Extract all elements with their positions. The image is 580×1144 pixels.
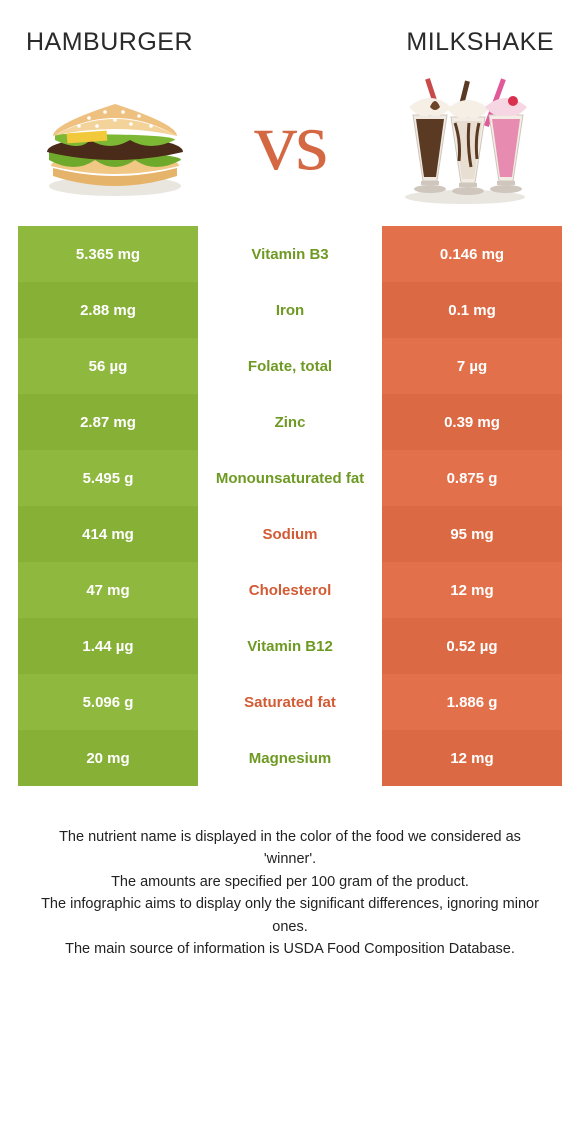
left-value: 2.88 mg [18, 282, 198, 338]
explanation-line-1: The nutrient name is displayed in the co… [38, 826, 542, 871]
titles-row: Hamburger Milkshake [18, 28, 562, 69]
left-value: 5.096 g [18, 674, 198, 730]
right-value: 0.52 µg [382, 618, 562, 674]
left-value: 414 mg [18, 506, 198, 562]
right-value: 95 mg [382, 506, 562, 562]
title-right: Milkshake [406, 28, 554, 57]
nutrient-name: Monounsaturated fat [198, 450, 382, 506]
images-row: vs [18, 69, 562, 226]
nutrient-name: Sodium [198, 506, 382, 562]
nutrient-name: Iron [198, 282, 382, 338]
right-value: 1.886 g [382, 674, 562, 730]
left-value: 2.87 mg [18, 394, 198, 450]
table-row: 47 mgCholesterol12 mg [18, 562, 562, 618]
vs-s: s [295, 95, 326, 188]
right-value: 0.1 mg [382, 282, 562, 338]
nutrient-name: Vitamin B12 [198, 618, 382, 674]
left-value: 56 µg [18, 338, 198, 394]
right-value: 0.875 g [382, 450, 562, 506]
right-value: 12 mg [382, 562, 562, 618]
table-row: 20 mgMagnesium12 mg [18, 730, 562, 786]
hamburger-image [30, 79, 200, 204]
milkshake-image [380, 79, 550, 204]
table-row: 414 mgSodium95 mg [18, 506, 562, 562]
explanation-line-2: The amounts are specified per 100 gram o… [38, 871, 542, 893]
milkshake-icon [385, 77, 545, 207]
nutrient-name: Cholesterol [198, 562, 382, 618]
left-value: 5.495 g [18, 450, 198, 506]
nutrient-name: Vitamin B3 [198, 226, 382, 282]
nutrient-name: Zinc [198, 394, 382, 450]
table-row: 5.495 gMonounsaturated fat0.875 g [18, 450, 562, 506]
title-left: Hamburger [26, 28, 193, 57]
explanation-block: The nutrient name is displayed in the co… [18, 786, 562, 961]
nutrient-name: Magnesium [198, 730, 382, 786]
table-row: 5.365 mgVitamin B30.146 mg [18, 226, 562, 282]
nutrient-table: 5.365 mgVitamin B30.146 mg2.88 mgIron0.1… [18, 226, 562, 786]
table-row: 5.096 gSaturated fat1.886 g [18, 674, 562, 730]
table-row: 56 µgFolate, total7 µg [18, 338, 562, 394]
table-row: 1.44 µgVitamin B120.52 µg [18, 618, 562, 674]
left-value: 1.44 µg [18, 618, 198, 674]
right-value: 0.39 mg [382, 394, 562, 450]
right-value: 12 mg [382, 730, 562, 786]
right-value: 0.146 mg [382, 226, 562, 282]
hamburger-icon [35, 82, 195, 202]
nutrient-name: Saturated fat [198, 674, 382, 730]
explanation-line-4: The main source of information is USDA F… [38, 938, 542, 960]
table-row: 2.88 mgIron0.1 mg [18, 282, 562, 338]
right-value: 7 µg [382, 338, 562, 394]
nutrient-name: Folate, total [198, 338, 382, 394]
left-value: 5.365 mg [18, 226, 198, 282]
left-value: 47 mg [18, 562, 198, 618]
explanation-line-3: The infographic aims to display only the… [38, 893, 542, 938]
vs-label: vs [254, 100, 326, 184]
left-value: 20 mg [18, 730, 198, 786]
vs-v: v [254, 95, 295, 188]
table-row: 2.87 mgZinc0.39 mg [18, 394, 562, 450]
